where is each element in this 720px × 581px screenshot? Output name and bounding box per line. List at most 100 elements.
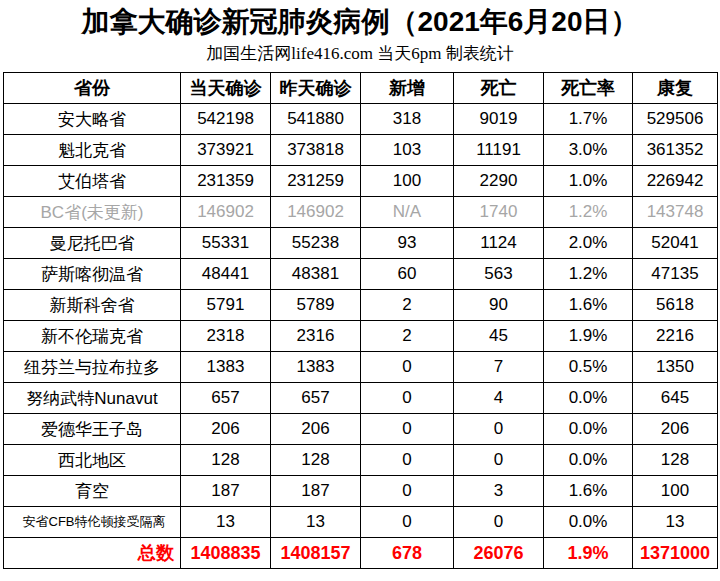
cell-death-rate: 1.7%: [544, 104, 633, 135]
cell-today-confirmed: 1383: [181, 352, 271, 383]
cell-province: 安省CFB特伦顿接受隔离: [4, 507, 181, 538]
cell-death-rate: 0.0%: [544, 445, 633, 476]
cell-new-cases: 0: [361, 445, 454, 476]
cell-today-confirmed: 373921: [181, 135, 271, 166]
cell-deaths: 0: [454, 507, 544, 538]
cell-deaths: 26076: [454, 538, 544, 569]
cell-new-cases: 2: [361, 290, 454, 321]
cell-deaths: 11191: [454, 135, 544, 166]
cell-yesterday-confirmed: 2316: [271, 321, 361, 352]
cell-recovered: 47135: [633, 259, 718, 290]
cell-province: 魁北克省: [4, 135, 181, 166]
cell-province: 爱德华王子岛: [4, 414, 181, 445]
table-row: 安省CFB特伦顿接受隔离1313000.0%13: [4, 507, 718, 538]
cell-deaths: 7: [454, 352, 544, 383]
table-row: 爱德华王子岛206206000.0%206: [4, 414, 718, 445]
cell-deaths: 0: [454, 445, 544, 476]
page-subtitle: 加国生活网life416.com 当天6pm 制表统计: [0, 42, 720, 66]
cell-yesterday-confirmed: 55238: [271, 228, 361, 259]
cell-new-cases: 103: [361, 135, 454, 166]
cell-recovered: 529506: [633, 104, 718, 135]
cell-today-confirmed: 55331: [181, 228, 271, 259]
cell-yesterday-confirmed: 1408157: [271, 538, 361, 569]
cell-deaths: 9019: [454, 104, 544, 135]
cell-death-rate: 0.0%: [544, 383, 633, 414]
header-recovered: 康复: [633, 73, 718, 104]
cell-yesterday-confirmed: 373818: [271, 135, 361, 166]
cell-death-rate: 1.6%: [544, 476, 633, 507]
header-province: 省份: [4, 73, 181, 104]
cell-yesterday-confirmed: 657: [271, 383, 361, 414]
cell-recovered: 2216: [633, 321, 718, 352]
cell-today-confirmed: 13: [181, 507, 271, 538]
header-death-rate: 死亡率: [544, 73, 633, 104]
cell-today-confirmed: 187: [181, 476, 271, 507]
table-row: 艾伯塔省23135923125910022901.0%226942: [4, 166, 718, 197]
cell-province: 安大略省: [4, 104, 181, 135]
page: 加拿大确诊新冠肺炎病例（2021年6月20日） 加国生活网life416.com…: [0, 4, 720, 581]
header-today-confirmed: 当天确诊: [181, 73, 271, 104]
cell-yesterday-confirmed: 187: [271, 476, 361, 507]
header-deaths: 死亡: [454, 73, 544, 104]
cell-yesterday-confirmed: 146902: [271, 197, 361, 228]
cell-yesterday-confirmed: 231259: [271, 166, 361, 197]
cell-death-rate: 1.2%: [544, 259, 633, 290]
cell-province: 新斯科舍省: [4, 290, 181, 321]
covid-stats-table: 省份当天确诊昨天确诊新增死亡死亡率康复 安大略省5421985418803189…: [3, 72, 718, 569]
cell-today-confirmed: 1408835: [181, 538, 271, 569]
cell-new-cases: 93: [361, 228, 454, 259]
table-body: 安大略省54219854188031890191.7%529506魁北克省373…: [4, 104, 718, 569]
cell-yesterday-confirmed: 206: [271, 414, 361, 445]
table-row: BC省(未更新)146902146902N/A17401.2%143748: [4, 197, 718, 228]
header-row: 省份当天确诊昨天确诊新增死亡死亡率康复: [4, 73, 718, 104]
cell-yesterday-confirmed: 48381: [271, 259, 361, 290]
cell-today-confirmed: 542198: [181, 104, 271, 135]
cell-death-rate: 0.0%: [544, 507, 633, 538]
cell-new-cases: N/A: [361, 197, 454, 228]
cell-province: 努纳武特Nunavut: [4, 383, 181, 414]
table-row: 曼尼托巴省55331552389311242.0%52041: [4, 228, 718, 259]
cell-deaths: 90: [454, 290, 544, 321]
cell-deaths: 563: [454, 259, 544, 290]
cell-recovered: 13: [633, 507, 718, 538]
cell-yesterday-confirmed: 128: [271, 445, 361, 476]
cell-today-confirmed: 2318: [181, 321, 271, 352]
cell-new-cases: 318: [361, 104, 454, 135]
cell-today-confirmed: 128: [181, 445, 271, 476]
table-row: 努纳武特Nunavut657657040.0%645: [4, 383, 718, 414]
cell-new-cases: 100: [361, 166, 454, 197]
cell-new-cases: 0: [361, 383, 454, 414]
cell-recovered: 5618: [633, 290, 718, 321]
table-row: 新不伦瑞克省231823162451.9%2216: [4, 321, 718, 352]
cell-recovered: 645: [633, 383, 718, 414]
table-row: 安大略省54219854188031890191.7%529506: [4, 104, 718, 135]
cell-new-cases: 678: [361, 538, 454, 569]
cell-death-rate: 0.0%: [544, 414, 633, 445]
cell-today-confirmed: 231359: [181, 166, 271, 197]
cell-deaths: 45: [454, 321, 544, 352]
cell-death-rate: 1.6%: [544, 290, 633, 321]
cell-province: BC省(未更新): [4, 197, 181, 228]
cell-today-confirmed: 206: [181, 414, 271, 445]
table-row: 西北地区128128000.0%128: [4, 445, 718, 476]
cell-death-rate: 1.9%: [544, 321, 633, 352]
table-row: 育空187187031.6%100: [4, 476, 718, 507]
cell-province: 总数: [4, 538, 181, 569]
cell-new-cases: 0: [361, 352, 454, 383]
header-yesterday-confirmed: 昨天确诊: [271, 73, 361, 104]
total-row: 总数14088351408157678260761.9%1371000: [4, 538, 718, 569]
cell-province: 曼尼托巴省: [4, 228, 181, 259]
cell-recovered: 143748: [633, 197, 718, 228]
cell-province: 新不伦瑞克省: [4, 321, 181, 352]
cell-recovered: 100: [633, 476, 718, 507]
cell-deaths: 2290: [454, 166, 544, 197]
cell-recovered: 128: [633, 445, 718, 476]
cell-today-confirmed: 657: [181, 383, 271, 414]
cell-deaths: 3: [454, 476, 544, 507]
cell-new-cases: 0: [361, 414, 454, 445]
cell-recovered: 52041: [633, 228, 718, 259]
table-row: 萨斯喀彻温省4844148381605631.2%47135: [4, 259, 718, 290]
cell-recovered: 361352: [633, 135, 718, 166]
cell-yesterday-confirmed: 1383: [271, 352, 361, 383]
cell-province: 纽芬兰与拉布拉多: [4, 352, 181, 383]
